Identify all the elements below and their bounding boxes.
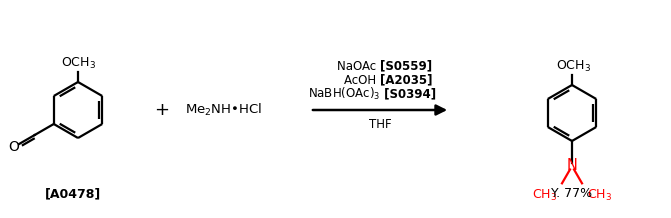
Text: NaOAc: NaOAc <box>337 60 380 73</box>
Text: [A0478]: [A0478] <box>45 187 101 200</box>
Text: +: + <box>154 101 170 119</box>
Text: Me$_2$NH•HCl: Me$_2$NH•HCl <box>185 102 262 118</box>
Text: THF: THF <box>368 119 391 131</box>
Text: CH$_3$: CH$_3$ <box>532 188 557 203</box>
Text: Y. 77%: Y. 77% <box>552 187 592 200</box>
Text: OCH$_3$: OCH$_3$ <box>60 56 95 71</box>
Text: [S0559]: [S0559] <box>380 60 432 73</box>
Text: [A2035]: [A2035] <box>380 73 433 87</box>
Text: [S0394]: [S0394] <box>380 87 436 100</box>
Text: N: N <box>566 158 578 174</box>
Text: OCH$_3$: OCH$_3$ <box>556 59 590 74</box>
Text: NaBH(OAc)$_3$: NaBH(OAc)$_3$ <box>307 86 380 102</box>
Text: O: O <box>9 140 19 154</box>
Text: CH$_3$: CH$_3$ <box>587 188 612 203</box>
Text: AcOH: AcOH <box>344 73 380 87</box>
